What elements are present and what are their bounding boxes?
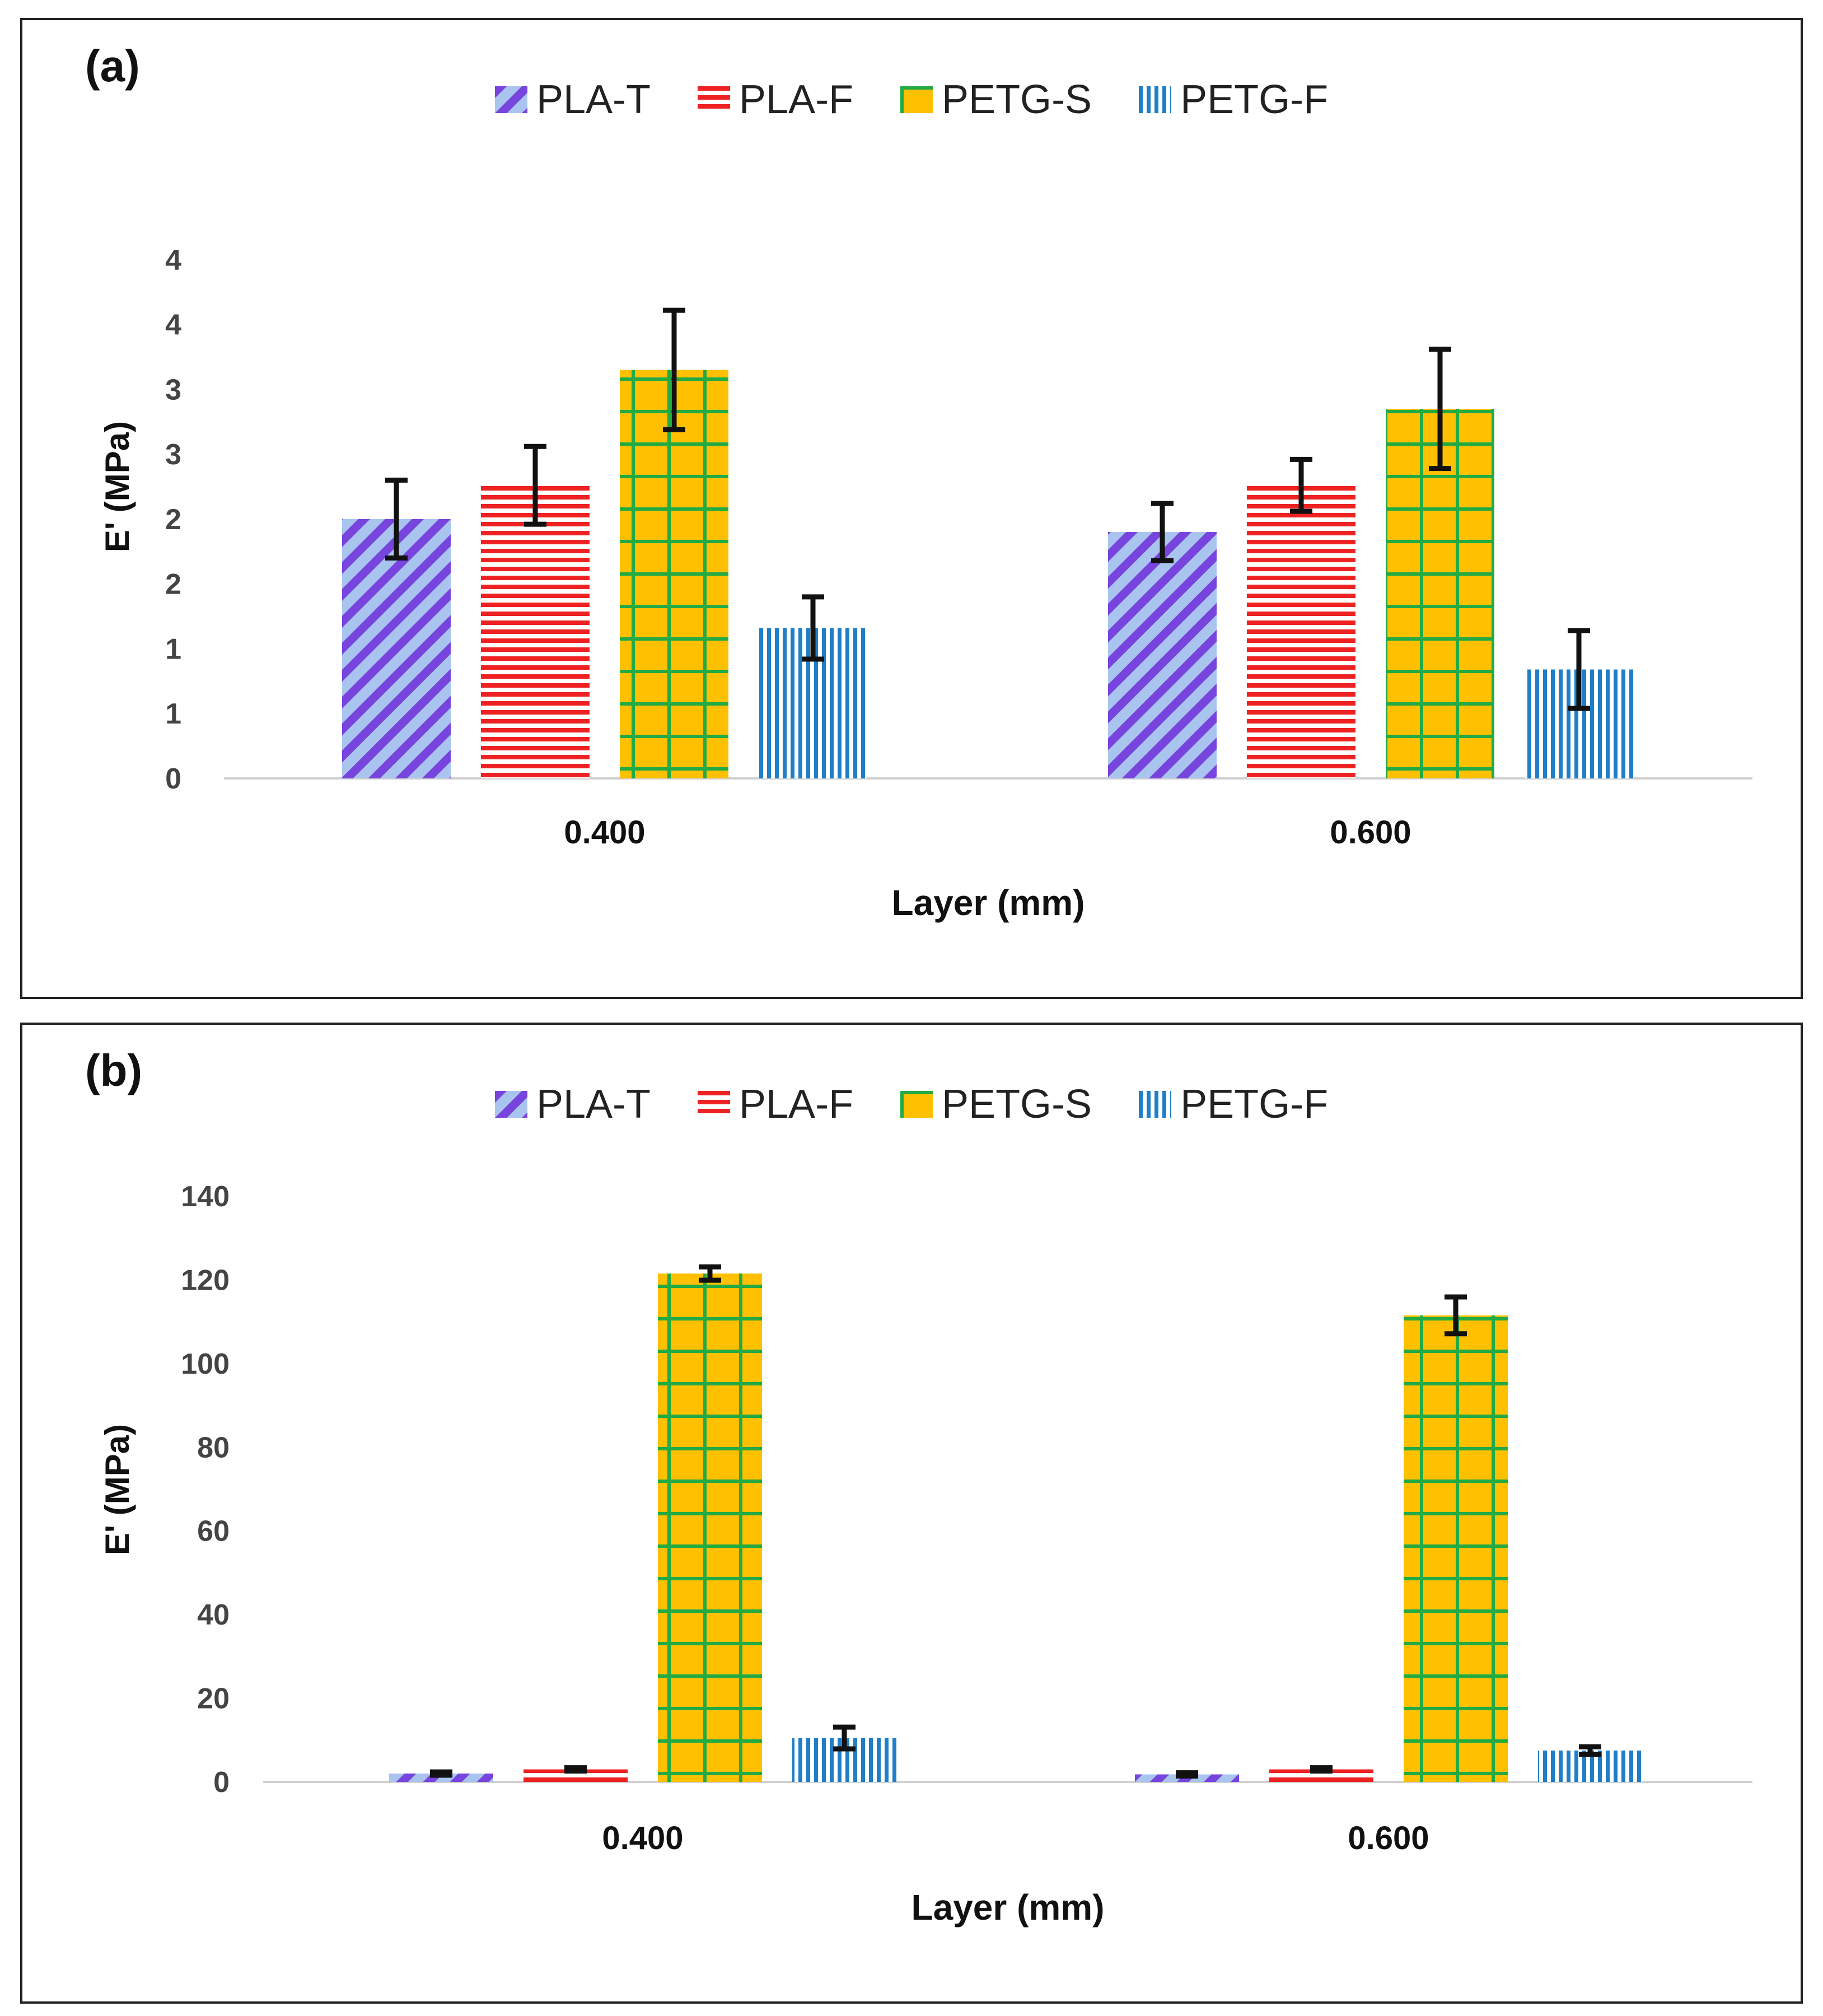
y-tick-label: 1 — [165, 633, 181, 665]
y-tick-label: 3 — [165, 374, 181, 406]
legend-swatch-pla-f — [697, 86, 730, 113]
legend-label-petg-s: PETG-S — [942, 77, 1092, 122]
legend-item-petg-s: PETG-S — [900, 77, 1092, 123]
category-label: 0.600 — [1330, 814, 1411, 851]
x-axis-title: Layer (mm) — [892, 883, 1085, 923]
legend-label-pla-t: PLA-T — [536, 77, 651, 122]
legend-swatch-pla-t — [494, 1091, 527, 1118]
y-tick-label: 2 — [165, 503, 181, 536]
y-tick-label: 1 — [165, 698, 181, 730]
legend-b: PLA-T PLA-F PETG-S PETG-F — [22, 1076, 1801, 1132]
legend-swatch-petg-s — [900, 86, 933, 113]
y-tick-label: 0 — [165, 763, 181, 795]
legend-item-pla-t: PLA-T — [494, 77, 651, 123]
legend-label-pla-t: PLA-T — [536, 1082, 651, 1127]
bar-petg-s-0.400 — [658, 1273, 762, 1782]
bar-pla-f-0.400 — [523, 1769, 628, 1782]
panel-label-b: (b) — [85, 1046, 143, 1095]
bar-pla-f-0.400 — [481, 485, 590, 778]
y-tick-label: 60 — [197, 1515, 230, 1548]
legend-item-pla-f: PLA-F — [697, 1081, 854, 1127]
legend-label-pla-f: PLA-F — [738, 77, 854, 122]
bar-petg-s-0.400 — [620, 370, 728, 778]
y-tick-label: 140 — [181, 1180, 230, 1213]
legend-swatch-petg-f — [1139, 1091, 1172, 1118]
plot-area-b: 0 20 40 60 80 100 120 140 0.400 0.600 Layer (mm) E'… — [99, 1180, 1752, 1928]
legend-item-pla-f: PLA-F — [697, 77, 854, 123]
y-tick-label: 120 — [181, 1264, 230, 1296]
bar-pla-f-0.600 — [1269, 1769, 1373, 1782]
y-tick-label: 4 — [165, 309, 181, 342]
category-label: 0.600 — [1348, 1820, 1429, 1856]
chart-panel-b: (b) PLA-T PLA-F PETG-S PETG-F 0 20 40 60 80 1… — [20, 1023, 1803, 2004]
y-tick-label: 80 — [197, 1431, 230, 1464]
y-tick-label: 4 — [165, 244, 181, 277]
y-tick-label: 20 — [197, 1683, 230, 1715]
legend-swatch-pla-f — [697, 1091, 730, 1118]
category-label: 0.400 — [602, 1820, 683, 1856]
y-tick-label: 40 — [197, 1599, 230, 1631]
y-tick-label: 3 — [165, 438, 181, 471]
legend-item-petg-f: PETG-F — [1139, 1081, 1328, 1127]
panel-label-a: (a) — [85, 41, 140, 91]
legend-label-pla-f: PLA-F — [738, 1082, 854, 1127]
legend-item-petg-s: PETG-S — [900, 1081, 1092, 1127]
legend-a: PLA-T PLA-F PETG-S PETG-F — [22, 72, 1801, 128]
legend-item-pla-t: PLA-T — [494, 1081, 651, 1127]
y-axis-title: E' (MPa) — [99, 421, 136, 552]
legend-swatch-petg-s — [900, 1091, 933, 1118]
category-label: 0.400 — [564, 814, 645, 851]
bar-pla-f-0.600 — [1247, 485, 1355, 778]
bar-pla-t-0.400 — [342, 519, 451, 778]
plot-area-a: 0 1 1 2 2 3 3 4 4 0.400 0.600 Layer (mm) E' (MPa) — [99, 244, 1752, 923]
y-tick-label: 2 — [165, 568, 181, 601]
x-axis-title: Layer (mm) — [912, 1887, 1105, 1928]
legend-swatch-pla-t — [494, 86, 527, 113]
legend-label-petg-f: PETG-F — [1180, 1082, 1329, 1127]
y-axis-title: E' (MPa) — [99, 1424, 136, 1555]
bar-petg-s-0.600 — [1404, 1315, 1508, 1782]
legend-item-petg-f: PETG-F — [1139, 77, 1328, 123]
bar-pla-t-0.600 — [1108, 532, 1217, 778]
legend-label-petg-f: PETG-F — [1180, 77, 1329, 122]
legend-label-petg-s: PETG-S — [942, 1082, 1092, 1127]
legend-swatch-petg-f — [1139, 86, 1172, 113]
y-tick-label: 100 — [181, 1348, 230, 1380]
y-tick-label: 0 — [213, 1766, 230, 1799]
